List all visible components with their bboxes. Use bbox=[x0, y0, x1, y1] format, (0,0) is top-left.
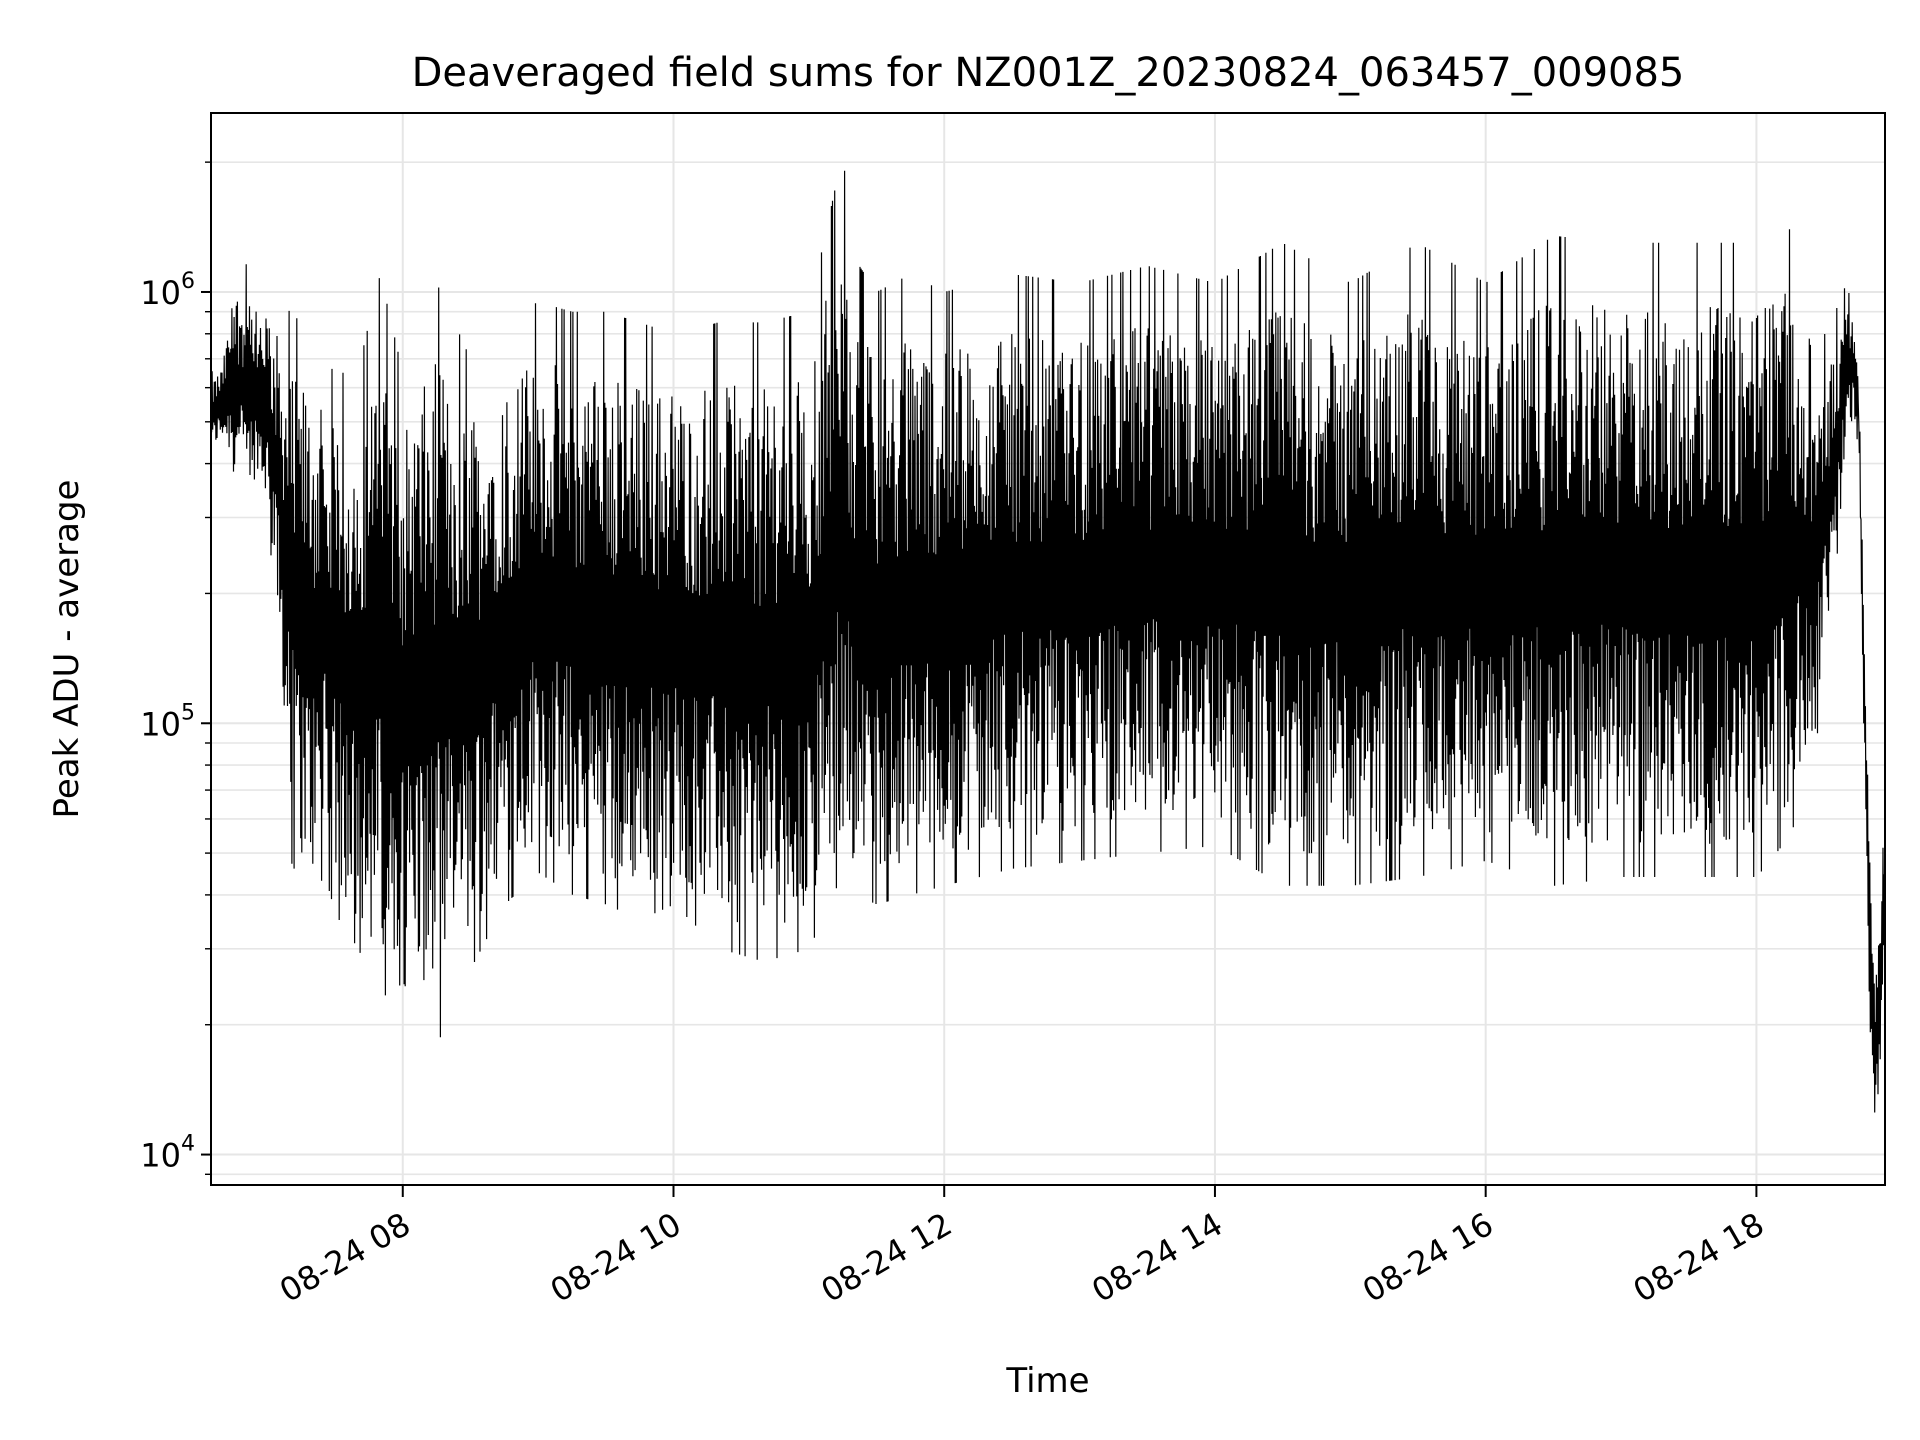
y-tick-label: 106 bbox=[140, 269, 195, 312]
series-line bbox=[210, 170, 1886, 1113]
chart-title: Deaveraged field sums for NZ001Z_2023082… bbox=[412, 50, 1685, 96]
y-axis-label: Peak ADU - average bbox=[47, 480, 87, 819]
data-series bbox=[210, 170, 1886, 1113]
y-tick-label: 105 bbox=[140, 700, 195, 743]
x-axis-label: Time bbox=[1005, 1361, 1089, 1401]
plot-frame bbox=[210, 112, 1886, 1186]
y-tick-label: 104 bbox=[140, 1132, 195, 1175]
